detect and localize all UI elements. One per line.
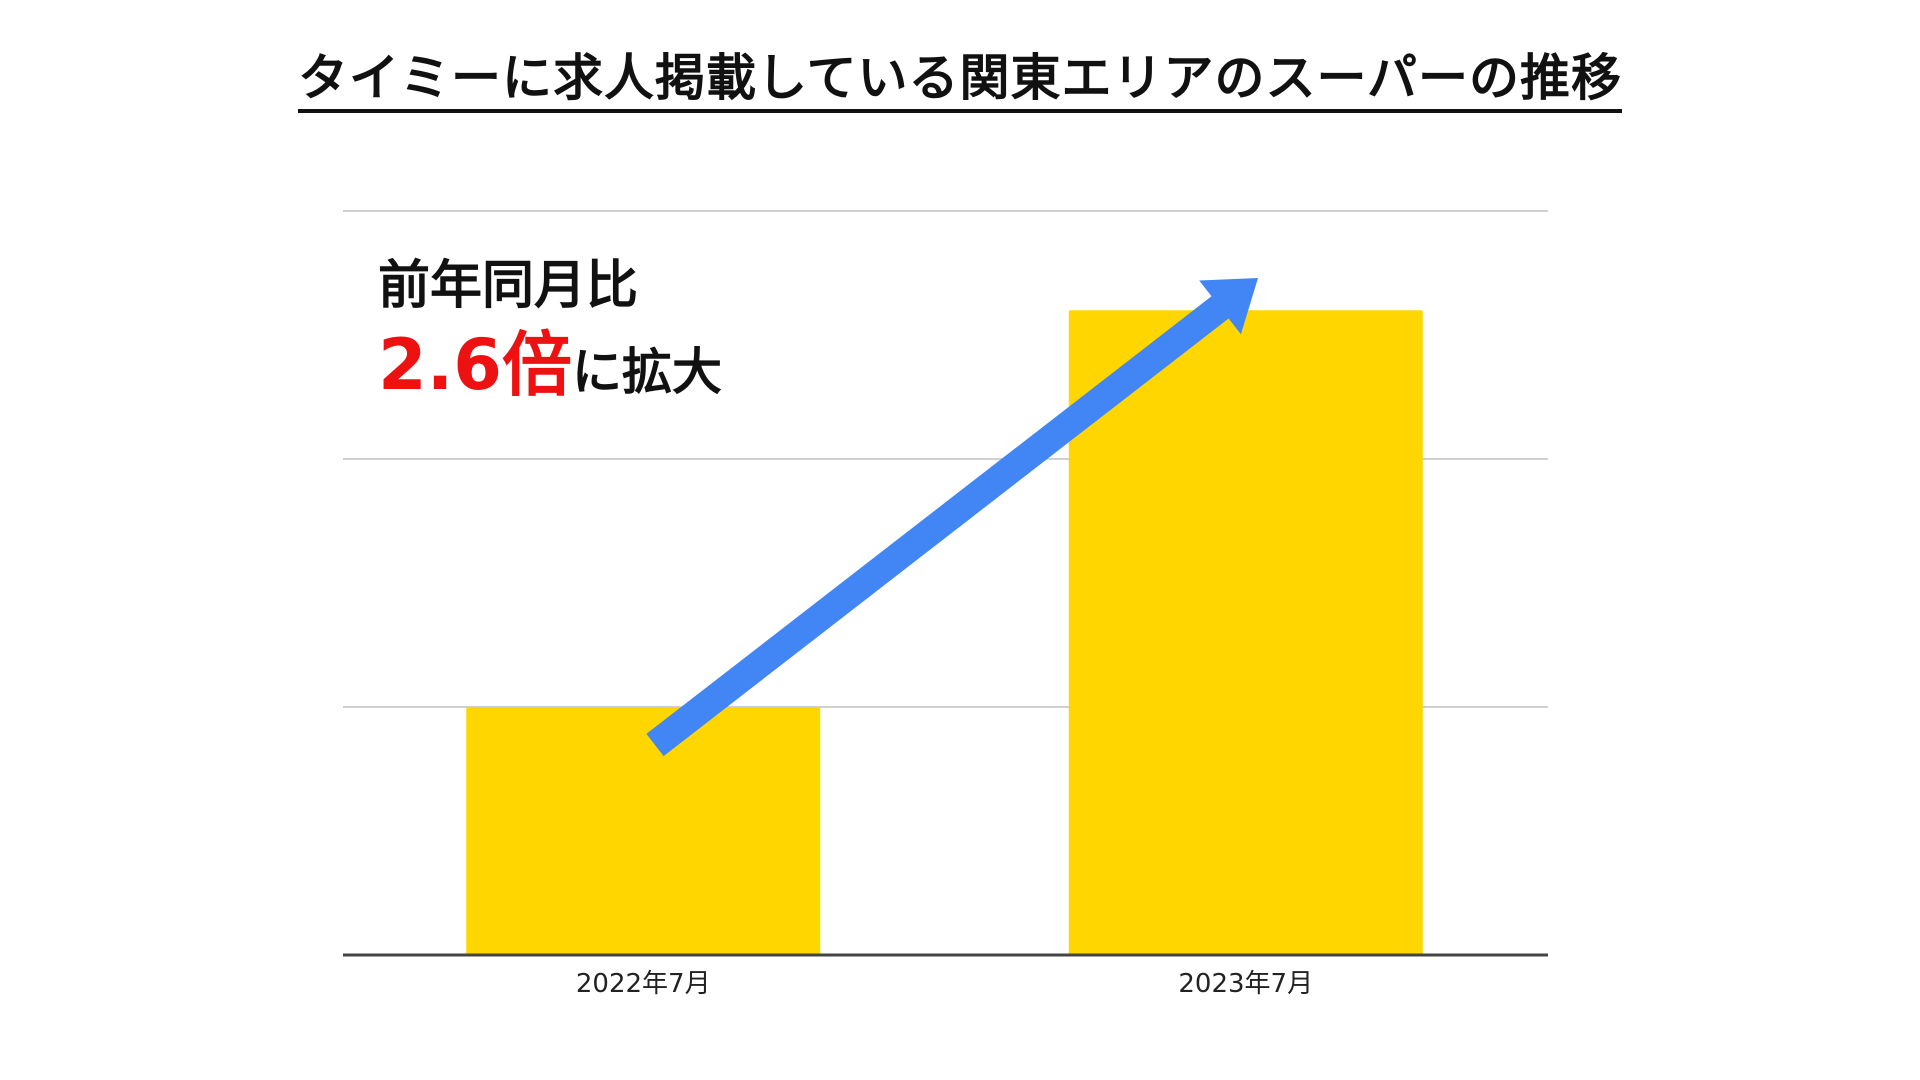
- x-tick-label-1: 2022年7月: [576, 969, 711, 999]
- growth-rate-value: 2.6倍: [378, 324, 573, 406]
- page-title: タイミーに求人掲載している関東エリアのスーパーの推移: [0, 38, 1920, 113]
- page-title-text: タイミーに求人掲載している関東エリアのスーパーの推移: [298, 49, 1622, 113]
- bar-1: [466, 707, 821, 955]
- x-tick-label-2: 2023年7月: [1178, 969, 1313, 999]
- growth-annotation: 前年同月比 2.6倍に拡大: [378, 252, 722, 417]
- bar-2: [1068, 310, 1423, 955]
- growth-rate-suffix: に拡大: [572, 343, 723, 401]
- annotation-growth-line: 2.6倍に拡大: [378, 320, 722, 417]
- annotation-comparison-label: 前年同月比: [378, 256, 639, 316]
- trend-arrow-icon: [646, 278, 1258, 757]
